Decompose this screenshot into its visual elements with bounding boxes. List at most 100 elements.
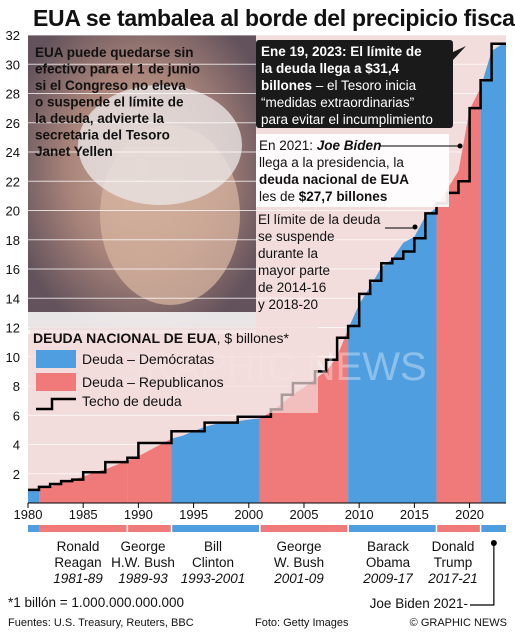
y-tick-label: 28: [6, 87, 20, 102]
term-band: [348, 525, 437, 532]
y-tick-label: 12: [6, 321, 20, 336]
biden-annotation-line: les de $27,7 billones: [259, 189, 387, 204]
photo-credit: Foto: Getty Images: [255, 617, 349, 629]
legend-swatch-democrat: [36, 350, 76, 368]
term-band: [259, 525, 349, 532]
president-years: 1993-2001: [181, 571, 246, 586]
photo-hair: [78, 85, 242, 205]
president-name: H.W. Bush: [111, 555, 175, 570]
suspension-line: mayor parte: [258, 263, 330, 278]
y-tick-label: 20: [6, 204, 20, 219]
legend-swatch-ceiling: [36, 397, 76, 411]
president-name: Clinton: [192, 555, 234, 570]
term-band: [480, 525, 506, 532]
brand: © GRAPHIC NEWS: [410, 617, 507, 629]
yellen-quote-line: secretaria del Tesoro: [35, 128, 170, 143]
president-name: Ronald: [57, 539, 100, 554]
y-tick-label: 26: [6, 116, 20, 131]
yellen-quote-line: o suspende el límite de: [35, 95, 184, 110]
biden-annotation-line: En 2021: Joe Biden: [259, 138, 381, 153]
legend-background: [30, 327, 318, 413]
x-tick-label: 2010: [345, 507, 374, 522]
debt-area-democrat: [28, 488, 40, 503]
x-tick-label: 2020: [455, 507, 484, 522]
president-years: 2001-09: [273, 571, 324, 586]
debt-area-democrat: [171, 418, 260, 503]
yellen-quote-line: EUA puede quedarse sin: [35, 45, 194, 60]
callout-line: Ene 19, 2023: El límite de: [261, 44, 422, 59]
legend-label-democrat: Deuda – Demócratas: [82, 351, 214, 367]
x-tick-label: 1980: [14, 507, 43, 522]
suspension-line: y 2018-20: [258, 297, 318, 312]
y-tick-label: 6: [13, 408, 20, 423]
y-tick-label: 18: [6, 233, 20, 248]
president-name: Trump: [434, 555, 473, 570]
suspension-line: durante la: [258, 246, 319, 261]
president-name: Bill: [204, 539, 222, 554]
president-name: George: [120, 539, 165, 554]
x-tick-label: 2005: [290, 507, 319, 522]
president-name: George: [276, 539, 321, 554]
debt-area-democrat: [480, 43, 506, 504]
legend-swatch-republican: [36, 373, 76, 391]
term-band: [171, 525, 260, 532]
debt-area-republican: [127, 438, 172, 503]
president-years: 1989-93: [118, 571, 168, 586]
y-tick-label: 2: [13, 467, 20, 482]
x-tick-label: 2015: [400, 507, 429, 522]
x-tick-label: 1985: [69, 507, 98, 522]
legend-label-ceiling: Techo de deuda: [82, 393, 182, 409]
footnote: *1 billón = 1.000.000.000.000: [8, 595, 184, 610]
term-band: [39, 525, 128, 532]
jan2023-callout-box: [256, 40, 453, 128]
yellen-quote-line: Janet Yellen: [35, 144, 113, 159]
suspension-line: El límite de la deuda: [258, 212, 381, 227]
callout-line: para evitar el incumplimiento: [261, 112, 433, 127]
president-name: Reagan: [54, 555, 101, 570]
y-tick-label: 32: [6, 28, 20, 43]
x-tick-label: 1990: [124, 507, 153, 522]
current-president-label: Joe Biden 2021-: [370, 596, 468, 611]
biden-leader-dot: [457, 143, 463, 149]
suspension-leader-dot: [412, 224, 418, 230]
term-band: [127, 525, 172, 532]
callout-line: billones – el Tesoro inicia: [261, 78, 417, 93]
president-years: 2009-17: [362, 571, 413, 586]
y-tick-label: 22: [6, 174, 20, 189]
y-tick-label: 10: [6, 350, 20, 365]
legend-label-republican: Deuda – Republicanos: [82, 374, 224, 390]
sources: Fuentes: U.S. Treasury, Reuters, BBC: [8, 617, 194, 629]
y-tick-label: 8: [13, 379, 20, 394]
callout-line: la deuda llega a $31,4: [261, 61, 400, 76]
y-tick-label: 24: [6, 145, 20, 160]
y-tick-label: 16: [6, 262, 20, 277]
yellen-quote-line: la deuda, advierte la: [35, 111, 165, 126]
debt-area-democrat: [348, 207, 437, 503]
president-years: 2017-21: [427, 571, 478, 586]
biden-annotation-line: deuda nacional de EUA: [259, 172, 409, 187]
y-tick-label: 14: [6, 291, 20, 306]
president-name: Donald: [432, 539, 475, 554]
x-tick-label: 2000: [234, 507, 263, 522]
president-name: Obama: [366, 555, 411, 570]
term-band: [436, 525, 481, 532]
legend-heading: DEUDA NACIONAL DE EUA, $ billones*: [33, 330, 290, 346]
president-years: 1981-89: [53, 571, 103, 586]
biden-annotation-line: llega a la presidencia, la: [259, 155, 404, 170]
suspension-line: de 2014-16: [258, 280, 326, 295]
x-tick-label: 1995: [179, 507, 208, 522]
callout-line: “medidas extraordinarias”: [261, 95, 414, 110]
term-band: [28, 525, 40, 532]
president-name: Barack: [367, 539, 409, 554]
president-name: W. Bush: [274, 555, 324, 570]
biden-leader: [470, 543, 495, 606]
y-tick-label: 4: [13, 438, 20, 453]
yellen-quote-line: si el Congreso no eleva: [35, 78, 186, 93]
callout-pointer: [453, 46, 466, 60]
page-title: EUA se tambalea al borde del precipicio …: [33, 5, 515, 31]
suspension-line: se suspende: [258, 229, 335, 244]
y-tick-label: 30: [6, 57, 20, 72]
yellen-quote-line: efectivo para el 1 de junio: [35, 62, 200, 77]
